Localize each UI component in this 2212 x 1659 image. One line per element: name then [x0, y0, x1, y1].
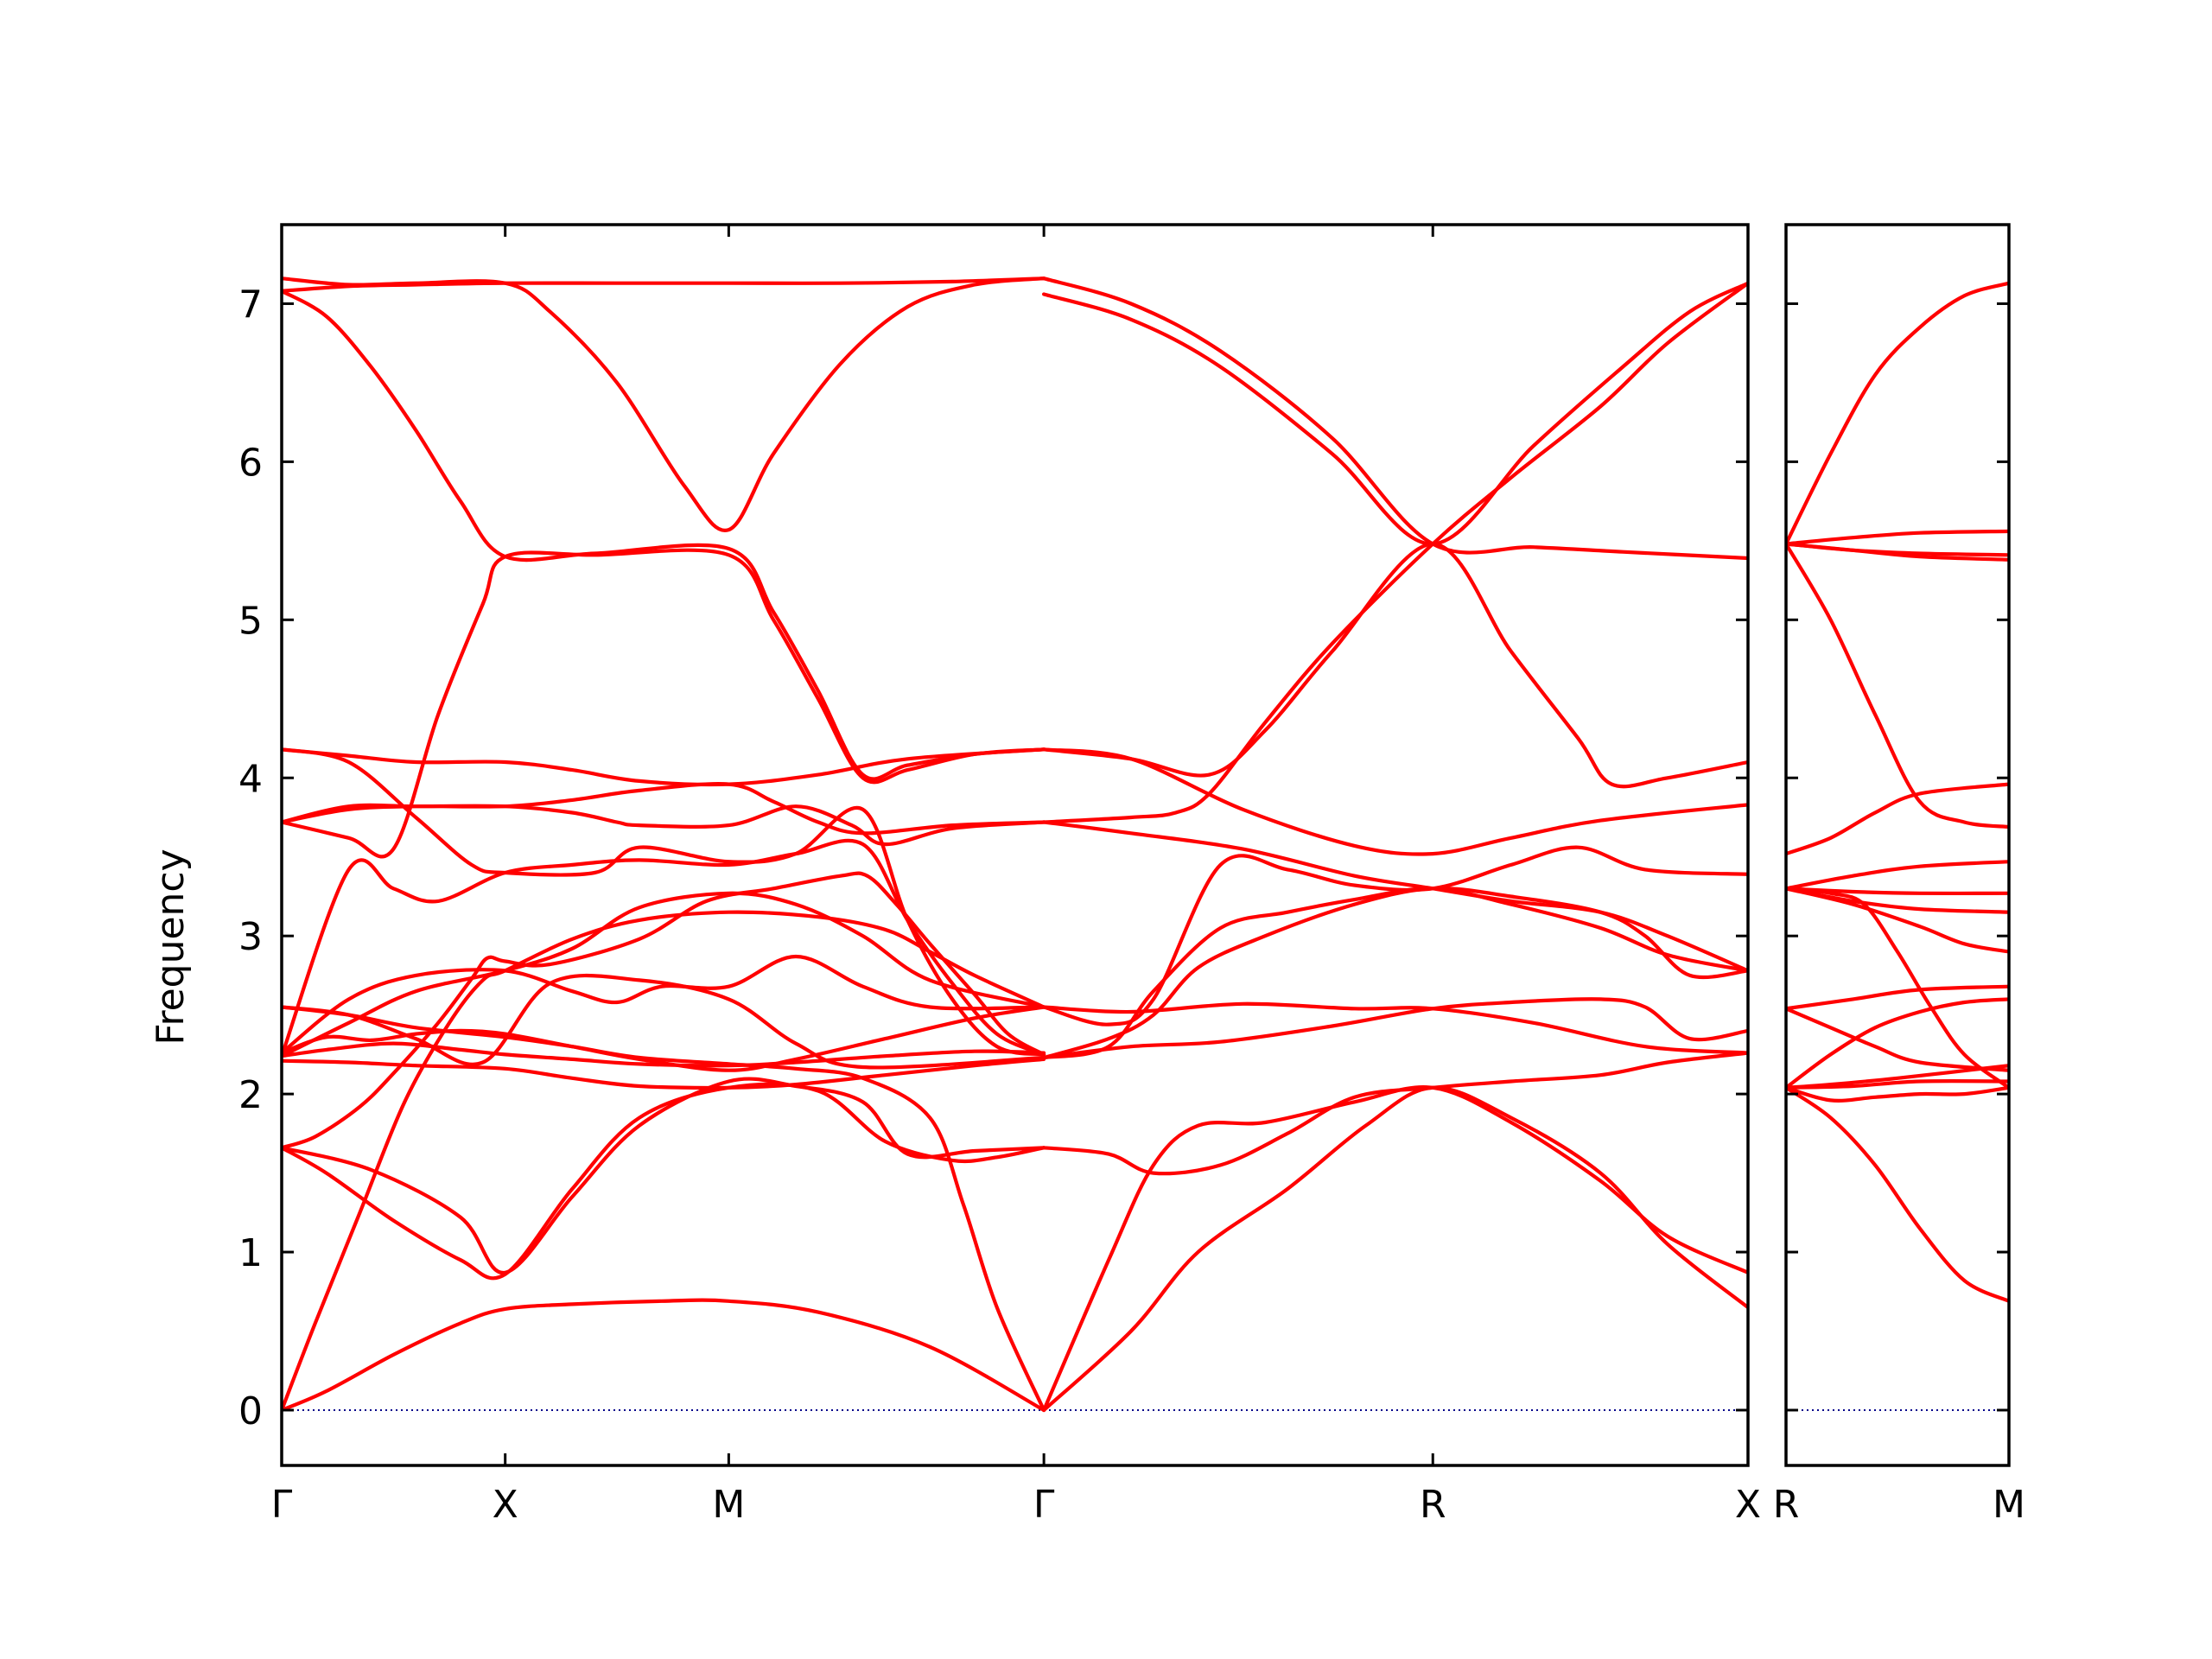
band-line-main-5 [282, 1057, 1046, 1090]
band-line-main-29 [1042, 845, 1748, 1027]
kpoint-label: M [1993, 1483, 2025, 1527]
band-line-main-1 [282, 1298, 1046, 1413]
band-line-main-34 [1042, 276, 1748, 561]
plot-frame-side [1784, 223, 2011, 1467]
band-line-main-28 [1042, 887, 1748, 1060]
band-line-main-24 [1042, 1051, 1748, 1176]
band-line-main-6 [282, 1041, 1046, 1068]
y-tick-label: 1 [238, 1231, 263, 1275]
y-tick-label: 5 [238, 599, 263, 643]
band-line-side-17 [1786, 529, 2009, 546]
band-line-main-9 [282, 838, 1046, 1058]
band-line-main-2 [282, 910, 1046, 1413]
band-line-main-35 [1042, 281, 1748, 546]
band-line-main-23 [1042, 1085, 1748, 1413]
band-line-side-14 [1786, 542, 2009, 830]
bands-side [1786, 281, 2009, 1303]
band-line-main-30 [1042, 820, 1748, 973]
y-tick-label: 3 [238, 915, 263, 959]
band-line-main-11 [282, 548, 1046, 859]
band-line-side-6 [1786, 1007, 2009, 1072]
y-tick-label: 0 [238, 1389, 263, 1433]
band-line-main-15 [282, 747, 1046, 787]
y-tick-labels: 0 1 2 3 4 5 6 7 [238, 283, 263, 1433]
y-tick-label: 7 [238, 283, 263, 327]
band-line-main-3 [282, 871, 1046, 1150]
band-line-main-21 [282, 973, 1046, 1070]
band-line-main-22 [1042, 1085, 1748, 1413]
band-line-side-1 [1786, 1085, 2009, 1303]
band-line-side-13 [1786, 782, 2009, 856]
band-line-side-18 [1786, 281, 2009, 546]
band-line-side-16 [1786, 542, 2009, 557]
band-line-main-31 [1042, 747, 1748, 856]
band-line-main-10 [282, 747, 1046, 1057]
band-line-main-14 [282, 276, 1046, 293]
band-line-side-7 [1786, 984, 2009, 1011]
y-tick-label: 6 [238, 441, 263, 485]
band-line-main-13 [282, 276, 1046, 532]
band-line-side-11 [1786, 887, 2009, 896]
y-tick-label: 4 [238, 757, 263, 801]
band-line-main-19 [282, 954, 1046, 1055]
bands-main [282, 276, 1748, 1413]
band-line-side-10 [1786, 887, 2009, 914]
kpoint-label: Γ [1033, 1483, 1055, 1527]
band-line-main-12 [282, 289, 1046, 781]
band-line-side-5 [1786, 1064, 2009, 1090]
band-line-main-17 [282, 803, 1046, 847]
band-line-main-8 [282, 1005, 1046, 1413]
band-line-main-27 [1042, 886, 1748, 1060]
band-line-side-2 [1786, 1085, 2009, 1103]
band-line-side-9 [1786, 887, 2009, 954]
kpoint-label: R [1773, 1483, 1800, 1527]
y-axis-label: Frequency [149, 849, 193, 1045]
kpoint-label: X [1735, 1483, 1761, 1527]
band-line-side-8 [1786, 887, 2009, 1090]
y-tick-label: 2 [238, 1073, 263, 1117]
plot-frame-main [280, 223, 1750, 1467]
kpoint-label: R [1420, 1483, 1446, 1527]
band-line-side-12 [1786, 860, 2009, 891]
band-line-main-25 [1042, 997, 1748, 1060]
band-line-main-18 [282, 1077, 1046, 1274]
band-line-side-4 [1786, 997, 2009, 1090]
kpoint-label: Γ [271, 1483, 293, 1527]
kpoint-label: M [712, 1483, 745, 1527]
kpoint-label: X [493, 1483, 518, 1527]
band-line-main-20 [282, 891, 1046, 1058]
